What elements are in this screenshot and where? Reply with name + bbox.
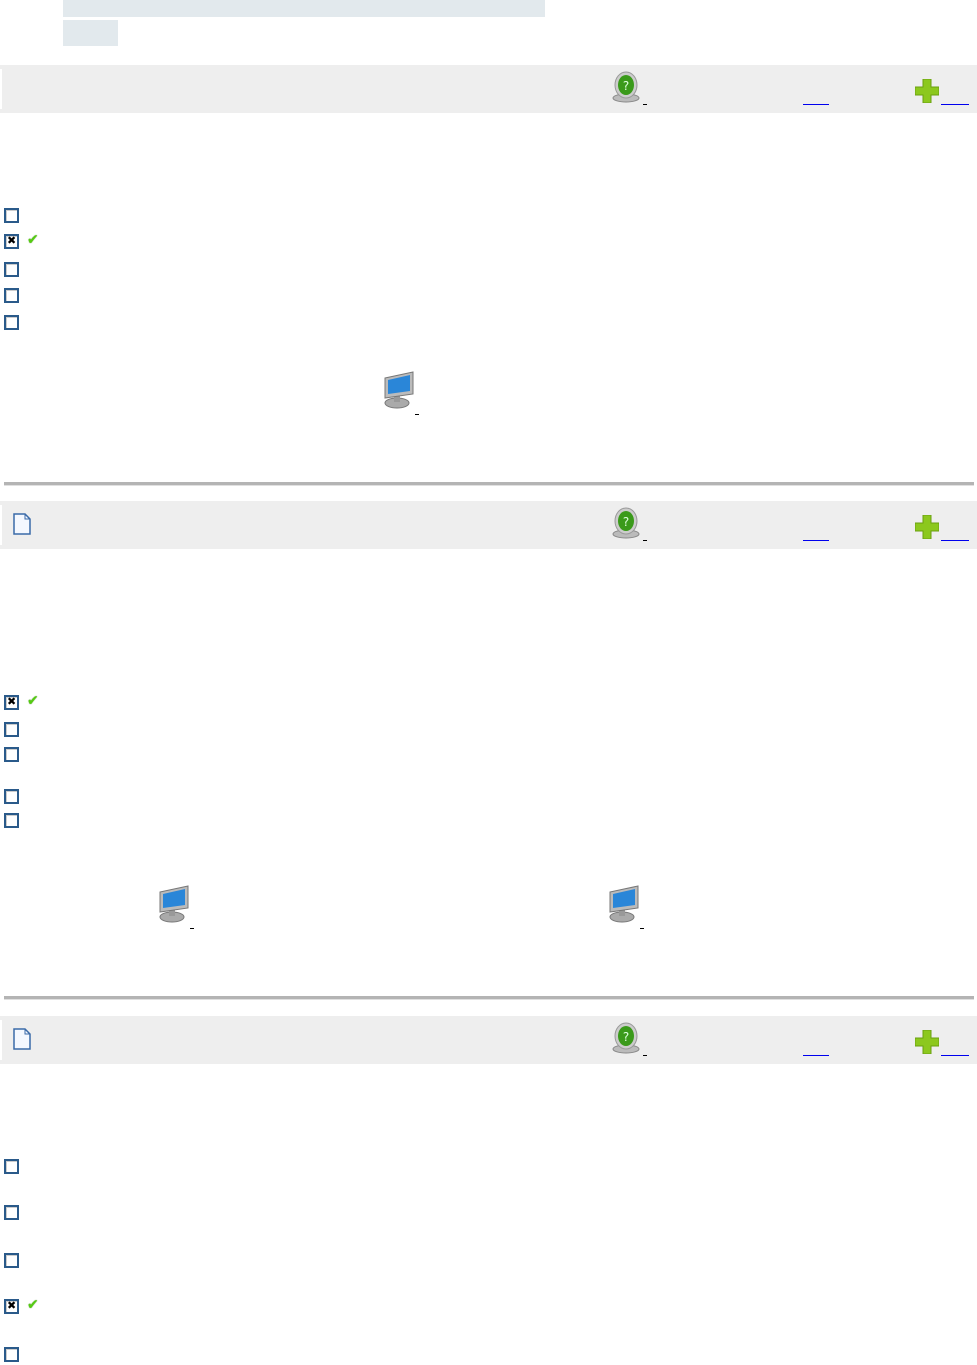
checkbox[interactable]	[4, 288, 19, 303]
monitor-link[interactable]	[640, 928, 644, 929]
monitor-link[interactable]	[415, 414, 419, 415]
help-link[interactable]	[643, 540, 647, 541]
checkbox[interactable]	[4, 1299, 19, 1314]
plus-icon[interactable]	[914, 78, 940, 106]
add-link[interactable]	[941, 1055, 969, 1056]
checkbox[interactable]	[4, 1205, 19, 1220]
checkbox[interactable]	[4, 208, 19, 223]
checkbox[interactable]	[4, 262, 19, 277]
checkbox[interactable]	[4, 1159, 19, 1174]
header-edge	[0, 69, 2, 109]
monitor-icon[interactable]	[608, 884, 644, 927]
check-icon: ✔	[27, 693, 39, 709]
checkbox[interactable]	[4, 695, 19, 710]
section-header: ?	[0, 1016, 977, 1064]
svg-text:?: ?	[623, 1030, 629, 1044]
document-icon	[12, 513, 32, 538]
subtitle-placeholder	[63, 20, 118, 46]
header-edge	[0, 1020, 2, 1060]
title-placeholder	[63, 0, 545, 17]
svg-text:?: ?	[623, 79, 629, 93]
checkbox[interactable]	[4, 315, 19, 330]
monitor-icon[interactable]	[158, 884, 194, 927]
plus-icon[interactable]	[914, 514, 940, 542]
section-divider	[4, 996, 974, 1000]
header-link[interactable]	[803, 104, 829, 105]
section-header: ?	[0, 65, 977, 113]
help-icon[interactable]: ?	[611, 71, 641, 106]
header-link[interactable]	[803, 1055, 829, 1056]
monitor-icon[interactable]	[383, 370, 419, 413]
add-link[interactable]	[941, 540, 969, 541]
check-icon: ✔	[27, 232, 39, 248]
svg-text:?: ?	[623, 515, 629, 529]
check-icon: ✔	[27, 1297, 39, 1313]
checkbox[interactable]	[4, 234, 19, 249]
add-link[interactable]	[941, 104, 969, 105]
monitor-link[interactable]	[190, 928, 194, 929]
plus-icon[interactable]	[914, 1029, 940, 1057]
checkbox[interactable]	[4, 1347, 19, 1362]
checkbox[interactable]	[4, 789, 19, 804]
help-link[interactable]	[643, 104, 647, 105]
help-link[interactable]	[643, 1055, 647, 1056]
section-header: ?	[0, 501, 977, 549]
help-icon[interactable]: ?	[611, 507, 641, 542]
document-icon	[12, 1028, 32, 1053]
checkbox[interactable]	[4, 813, 19, 828]
checkbox[interactable]	[4, 747, 19, 762]
header-edge	[0, 505, 2, 545]
help-icon[interactable]: ?	[611, 1022, 641, 1057]
checkbox[interactable]	[4, 722, 19, 737]
section-divider	[4, 482, 974, 486]
header-link[interactable]	[803, 540, 829, 541]
checkbox[interactable]	[4, 1253, 19, 1268]
